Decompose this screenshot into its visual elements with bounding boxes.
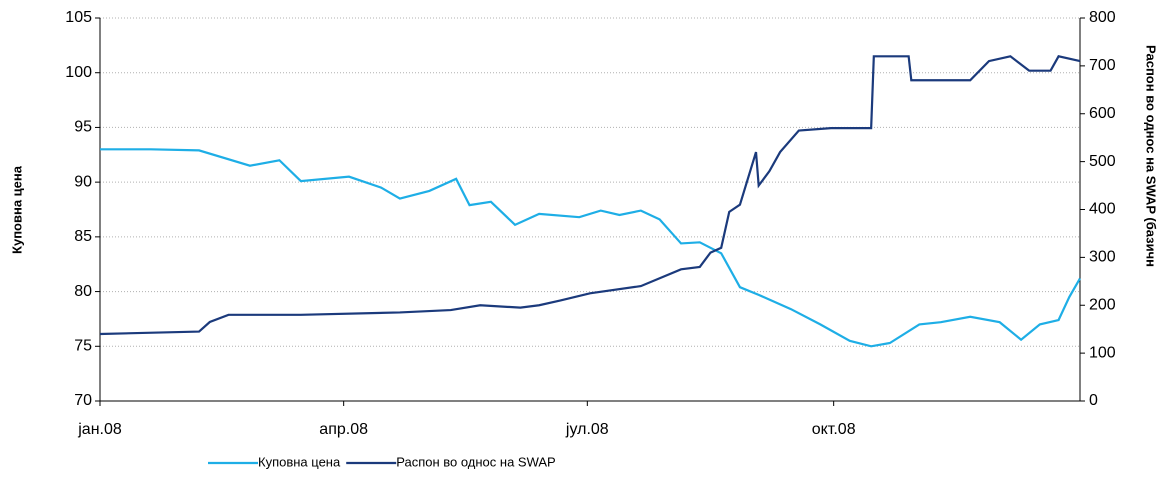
y-tick-label: 75 — [74, 338, 92, 355]
y-tick-label: 90 — [74, 173, 92, 190]
y2-tick-label: 800 — [1089, 9, 1116, 26]
y-tick-label: 70 — [74, 392, 92, 409]
y2-tick-label: 400 — [1089, 201, 1116, 218]
x-tick-label: јан.08 — [77, 421, 122, 438]
y-tick-label: 100 — [65, 64, 92, 81]
y-tick-label: 105 — [65, 9, 92, 26]
y2-tick-label: 500 — [1089, 153, 1116, 170]
x-tick-label: окт.08 — [812, 421, 856, 438]
y2-tick-label: 700 — [1089, 57, 1116, 74]
y2-tick-label: 200 — [1089, 296, 1116, 313]
y2-tick-label: 0 — [1089, 392, 1098, 409]
x-tick-label: апр.08 — [319, 421, 368, 438]
y2-tick-label: 100 — [1089, 344, 1116, 361]
y-tick-label: 95 — [74, 119, 92, 136]
y-axis-title: Куповна цена — [9, 165, 24, 254]
y-tick-label: 85 — [74, 228, 92, 245]
legend-label: Куповна цена — [258, 454, 341, 469]
legend-label: Распон во однос на SWAP — [396, 454, 556, 469]
y-tick-label: 80 — [74, 283, 92, 300]
y2-tick-label: 300 — [1089, 249, 1116, 266]
line-series — [99, 55, 1081, 336]
x-tick-label: јул.08 — [565, 421, 609, 438]
y2-axis-title: Распон во однос на SWAP (базичн — [1144, 45, 1159, 267]
line-series — [100, 148, 1081, 348]
y2-tick-label: 600 — [1089, 105, 1116, 122]
